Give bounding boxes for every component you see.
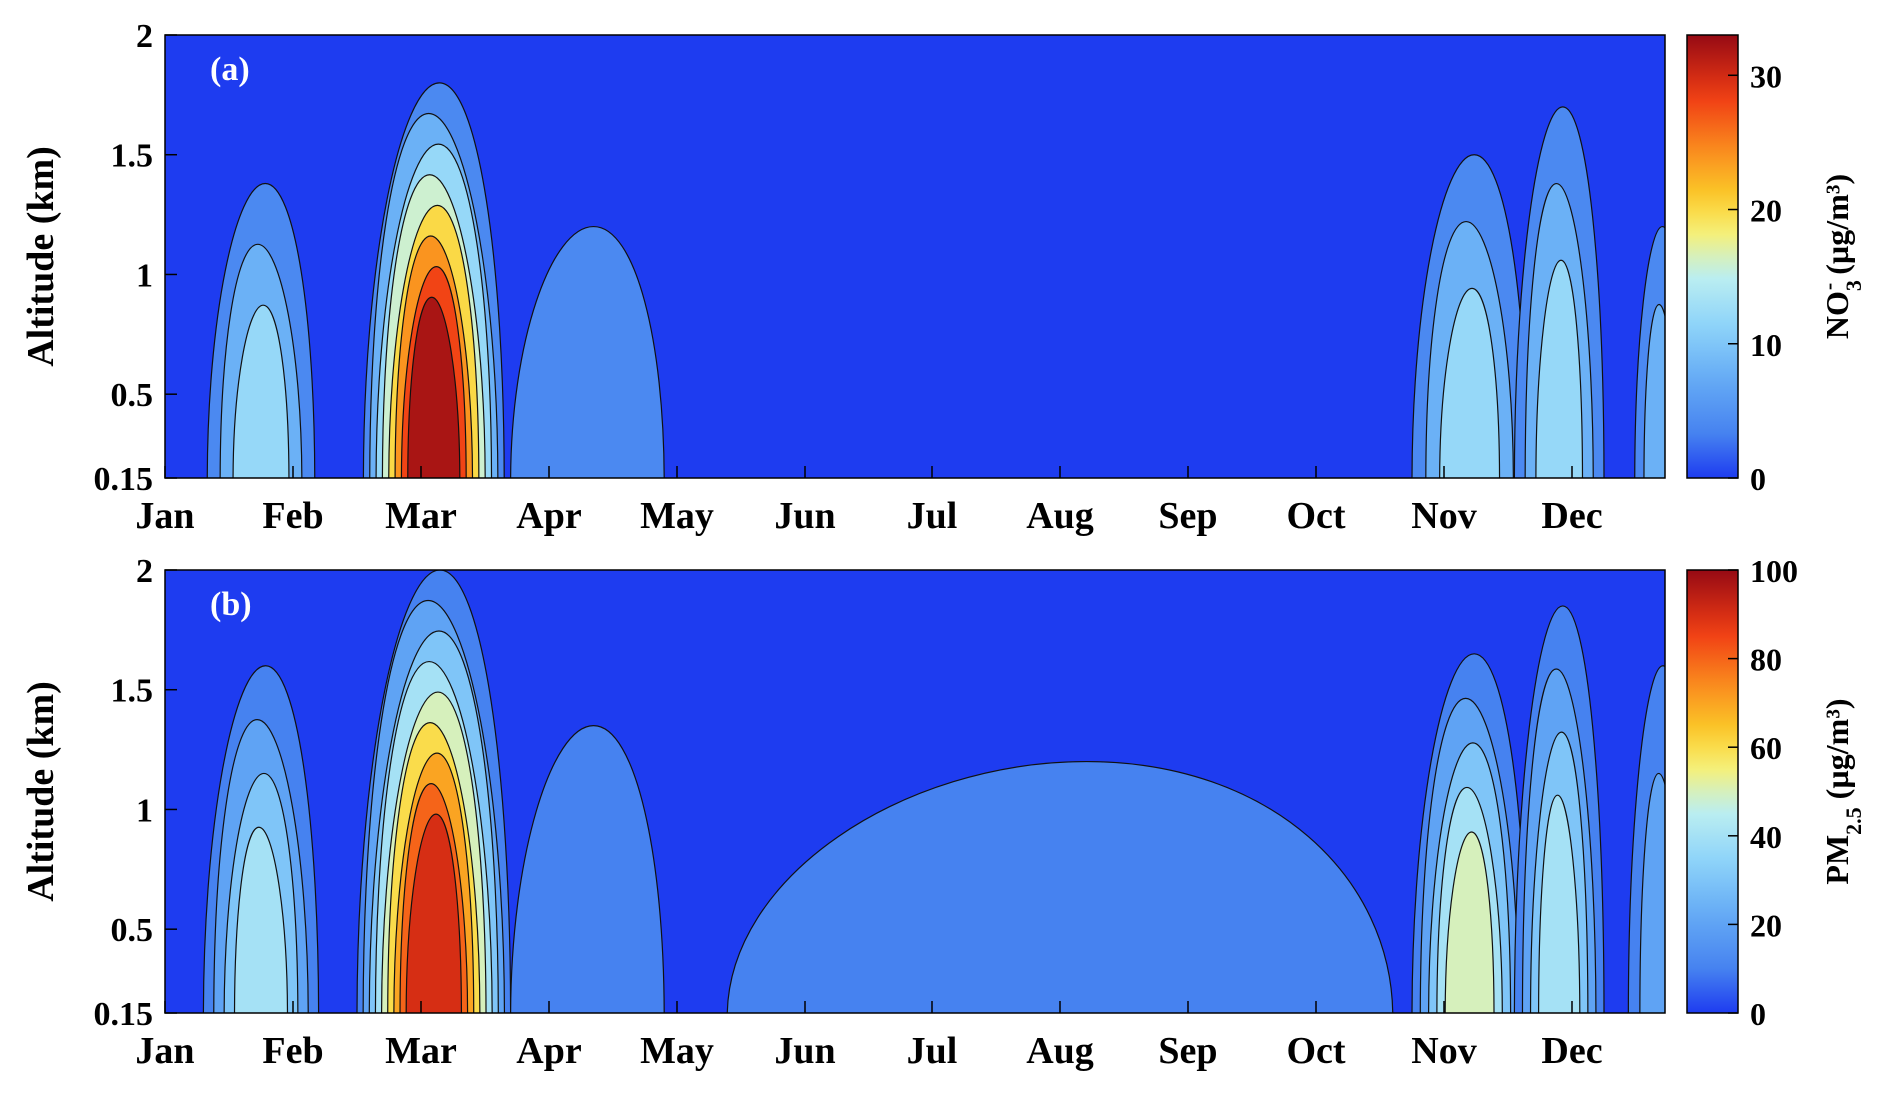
x-tick-label: Aug [1026,495,1094,537]
panel-a: (a) 0.15 0.5 1 1.5 2 Altitude (km) Jan Feb Mar Apr… [20,18,1866,537]
contour-level-10 [726,760,1394,1013]
feature-mar-pollution-peak [362,82,505,478]
colorbar-tick-label: 40 [1750,819,1782,855]
colorbar-label-sub: 3 [1841,280,1866,291]
colorbar-label-main: NO [1819,291,1855,339]
colorbar-label-unit: (µg/m³) [1819,698,1855,807]
feature-apr-tail [510,225,665,478]
y-tick-label: 1 [136,257,153,294]
x-tick-label: Jan [135,1030,194,1072]
colorbar-tick-label: 20 [1750,193,1782,229]
x-tick-label: Jan [135,495,194,537]
x-tick-label: May [640,1030,714,1072]
feature-nov-plume [1411,154,1528,478]
colorbar-label: PM2.5 (µg/m³) [1819,698,1866,884]
contour-level-32 [407,296,461,478]
feature-apr-tail [510,725,665,1013]
feature-late-nov-plume [1513,106,1605,478]
plot-frame [164,569,1666,1014]
x-tick-label: Jul [907,1030,958,1072]
contour-area [206,82,1665,478]
y-tick-label: 2 [136,553,153,590]
colorbar-tick-label: 30 [1750,58,1782,94]
panel-label: (a) [210,51,250,88]
x-tick-label: Apr [516,1030,582,1072]
contour-level-4 [510,225,665,478]
contour-level-8 [1643,303,1665,478]
x-tick-label: Dec [1541,1030,1602,1072]
x-tick-label: Nov [1411,495,1476,537]
colorbar-tick-label: 0 [1750,996,1766,1032]
x-tick-label: May [640,495,714,537]
y-axis-label: Altitude (km) [20,681,62,902]
x-tick-label: Aug [1026,1030,1094,1072]
y-tick-label: 2 [136,18,153,55]
feature-summer-layer [726,760,1394,1013]
y-tick-label: 0.5 [111,912,154,949]
x-tick-label: Mar [385,1030,457,1072]
contour-area [202,570,1665,1013]
y-tick-label: 1.5 [111,673,154,710]
colorbar-tick-label: 100 [1750,553,1798,589]
feature-jan-feb-plume [206,182,316,478]
y-tick-label: 1 [136,792,153,829]
colorbar-label-sup: - [1816,283,1841,290]
colorbar-tick-label: 0 [1750,461,1766,497]
x-tick-label: Dec [1541,495,1602,537]
contour-level-12 [1535,259,1584,478]
x-tick-label: Oct [1286,1030,1345,1072]
x-tick-label: Mar [385,495,457,537]
y-tick-label: 0.15 [94,996,154,1033]
y-tick-label: 0.5 [111,377,154,414]
feature-late-nov-plume [1513,605,1605,1013]
feature-dec-edge [1634,225,1665,478]
colorbar: 0 10 20 30 NO3- (µg/m³) [1686,34,1866,497]
colorbar-tick-label: 20 [1750,907,1782,943]
colorbar-gradient [1686,34,1739,479]
x-tick-label: Sep [1158,1030,1217,1072]
contour-level-40 [1538,794,1581,1013]
colorbar-label-unit: (µg/m³) [1819,174,1855,283]
x-tick-label: Jul [907,495,958,537]
panel-label: (b) [210,586,252,623]
contour-level-40 [233,826,289,1013]
x-tick-label: Jun [774,1030,835,1072]
y-tick-label: 0.15 [94,461,154,498]
x-tick-label: Jun [774,495,835,537]
feature-nov-plume [1411,653,1528,1013]
contour-level-20 [1639,772,1665,1013]
feature-dec-edge [1627,665,1665,1013]
colorbar-gradient [1686,569,1739,1014]
panel-b: (b) 0.15 0.5 1 1.5 2 Altitude (km) Jan Feb Mar Apr… [20,553,1866,1072]
x-tick-label: Apr [516,495,582,537]
contour-level-12 [232,304,290,478]
x-tick-label: Feb [262,495,323,537]
colorbar-label: NO3- (µg/m³) [1816,174,1866,339]
plot-frame [164,34,1666,479]
contour-level-10 [510,725,665,1013]
y-tick-label: 1.5 [111,138,154,175]
x-tick-label: Nov [1411,1030,1476,1072]
colorbar-label-main: PM [1819,835,1855,885]
feature-jan-feb-plume [202,665,320,1013]
colorbar-label-sub: 2.5 [1841,807,1866,835]
feature-mar-pollution-peak [356,570,512,1013]
colorbar-tick-label: 80 [1750,642,1782,678]
colorbar: 0 20 40 60 80 100 PM2.5 (µg/m³) [1686,553,1866,1032]
x-tick-label: Feb [262,1030,323,1072]
x-tick-label: Sep [1158,495,1217,537]
colorbar-tick-label: 60 [1750,730,1782,766]
y-axis-label: Altitude (km) [20,146,62,367]
contour-level-50 [1444,831,1495,1013]
contour-level-12 [1439,287,1501,478]
x-tick-label: Oct [1286,495,1345,537]
contour-level-90 [405,813,463,1013]
colorbar-tick-label: 10 [1750,327,1782,363]
